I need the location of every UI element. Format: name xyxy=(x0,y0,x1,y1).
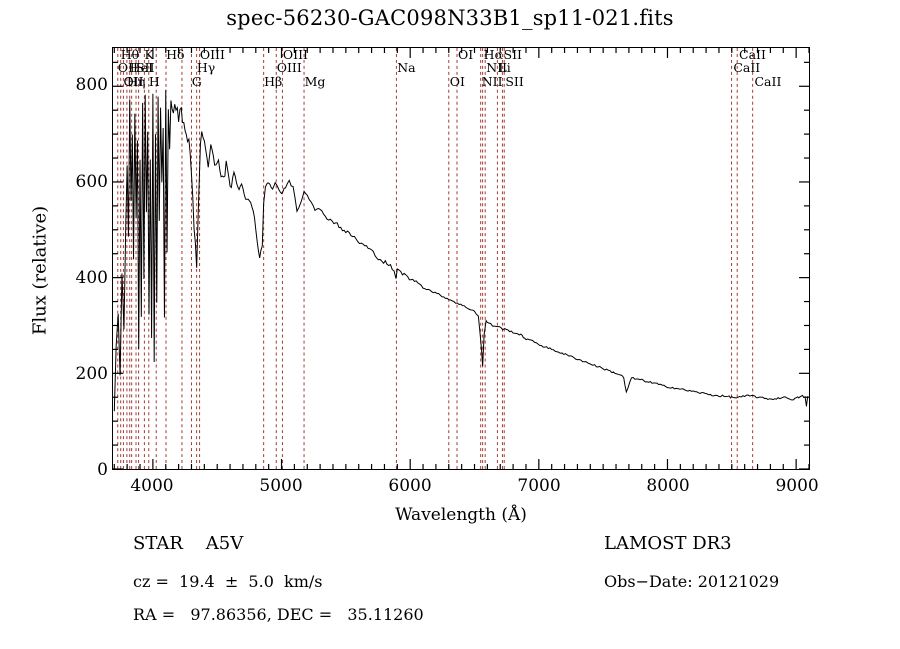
line-id-label: CaII xyxy=(754,74,782,89)
observation-date: Obs−Date: 20121029 xyxy=(604,572,780,591)
coordinates: RA = 97.86356, DEC = 35.11260 xyxy=(133,605,424,624)
x-tick-label: 9000 xyxy=(775,476,819,496)
line-id-label: SII xyxy=(505,74,524,89)
line-id-label: OI xyxy=(449,74,465,89)
line-id-label: CaII xyxy=(733,60,761,75)
line-id-label: CaII xyxy=(739,47,766,62)
x-tick-label: 8000 xyxy=(646,476,690,496)
line-id-label: Mg xyxy=(304,74,326,89)
y-tick-label: 0 xyxy=(97,460,108,480)
line-id-label: OII xyxy=(117,60,138,75)
line-id-label: OIII xyxy=(276,60,302,75)
redshift-velocity: cz = 19.4 ± 5.0 km/s xyxy=(133,572,323,591)
line-id-label: SII xyxy=(136,60,155,75)
spectrum-trace xyxy=(113,48,809,469)
line-id-label: Hβ xyxy=(264,74,283,89)
line-id-label: Li xyxy=(498,60,511,75)
line-id-label: OII xyxy=(123,74,144,89)
line-id-label: Hθ xyxy=(120,47,140,62)
survey-release: LAMOST DR3 xyxy=(604,533,732,554)
line-id-label: OIII xyxy=(199,47,225,62)
line-id-label: HeI xyxy=(129,60,154,75)
x-tick-label: 5000 xyxy=(259,476,303,496)
x-axis-title: Wavelength (Å) xyxy=(395,505,527,525)
y-tick-label: 800 xyxy=(75,75,108,96)
line-id-label: Hδ xyxy=(166,47,185,62)
y-axis-title: Flux (relative) xyxy=(29,205,51,336)
line-id-label: G xyxy=(191,74,202,89)
line-id-label: K xyxy=(144,47,154,62)
x-tick-label: 6000 xyxy=(388,476,432,496)
x-tick-label: 7000 xyxy=(517,476,561,496)
line-id-label: Na xyxy=(397,60,416,75)
line-id-label: Hη xyxy=(126,74,146,89)
line-id-label: H xyxy=(148,74,160,89)
page-title: spec-56230-GAC098N33B1_sp11-021.fits xyxy=(226,6,674,30)
object-type: STAR A5V xyxy=(133,533,244,554)
x-tick-label: 4000 xyxy=(130,476,174,496)
line-id-label: OI xyxy=(458,47,474,62)
y-tick-label: 400 xyxy=(75,267,108,288)
line-id-label: OIII xyxy=(282,47,308,62)
line-id-label: NII xyxy=(486,60,508,75)
line-id-labels: OII Hθ OII Hη HeI SII K H Hδ G Hγ OIII Hβ OIII OIII Mg N… xyxy=(0,0,900,100)
y-tick-label: 200 xyxy=(75,363,108,384)
axis-ticks xyxy=(113,48,809,469)
y-tick-label: 600 xyxy=(75,171,108,192)
line-id-label: Hγ xyxy=(196,60,216,75)
line-id-label: SII xyxy=(503,47,522,62)
line-id-label: Hα xyxy=(483,47,504,62)
y-tick-labels: 0 200 400 600 800 xyxy=(44,0,108,649)
line-id-label: NII xyxy=(481,74,503,89)
plot-area xyxy=(112,47,810,470)
